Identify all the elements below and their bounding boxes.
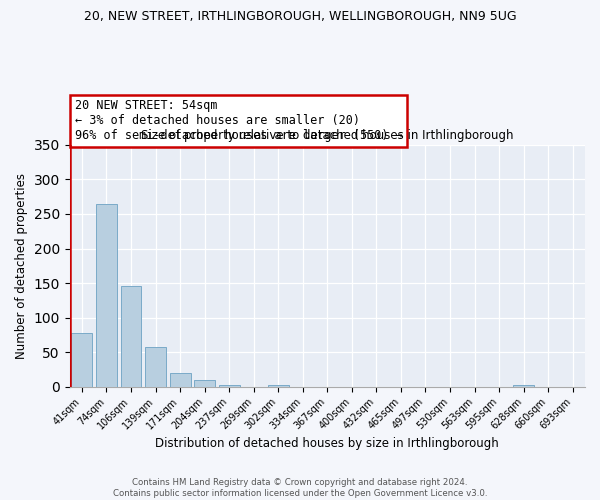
Title: Size of property relative to detached houses in Irthlingborough: Size of property relative to detached ho…	[141, 130, 514, 142]
Text: 20 NEW STREET: 54sqm
← 3% of detached houses are smaller (20)
96% of semi-detach: 20 NEW STREET: 54sqm ← 3% of detached ho…	[75, 100, 403, 142]
Y-axis label: Number of detached properties: Number of detached properties	[15, 173, 28, 359]
Bar	[71, 333, 92, 387]
Bar	[513, 386, 534, 387]
Text: 20, NEW STREET, IRTHLINGBOROUGH, WELLINGBOROUGH, NN9 5UG: 20, NEW STREET, IRTHLINGBOROUGH, WELLING…	[83, 10, 517, 23]
X-axis label: Distribution of detached houses by size in Irthlingborough: Distribution of detached houses by size …	[155, 437, 499, 450]
Bar	[96, 204, 117, 387]
Bar	[170, 373, 191, 387]
Bar	[121, 286, 142, 387]
Bar	[145, 348, 166, 387]
Bar	[194, 380, 215, 387]
Text: Contains HM Land Registry data © Crown copyright and database right 2024.
Contai: Contains HM Land Registry data © Crown c…	[113, 478, 487, 498]
Bar	[219, 384, 239, 387]
Bar	[268, 386, 289, 387]
